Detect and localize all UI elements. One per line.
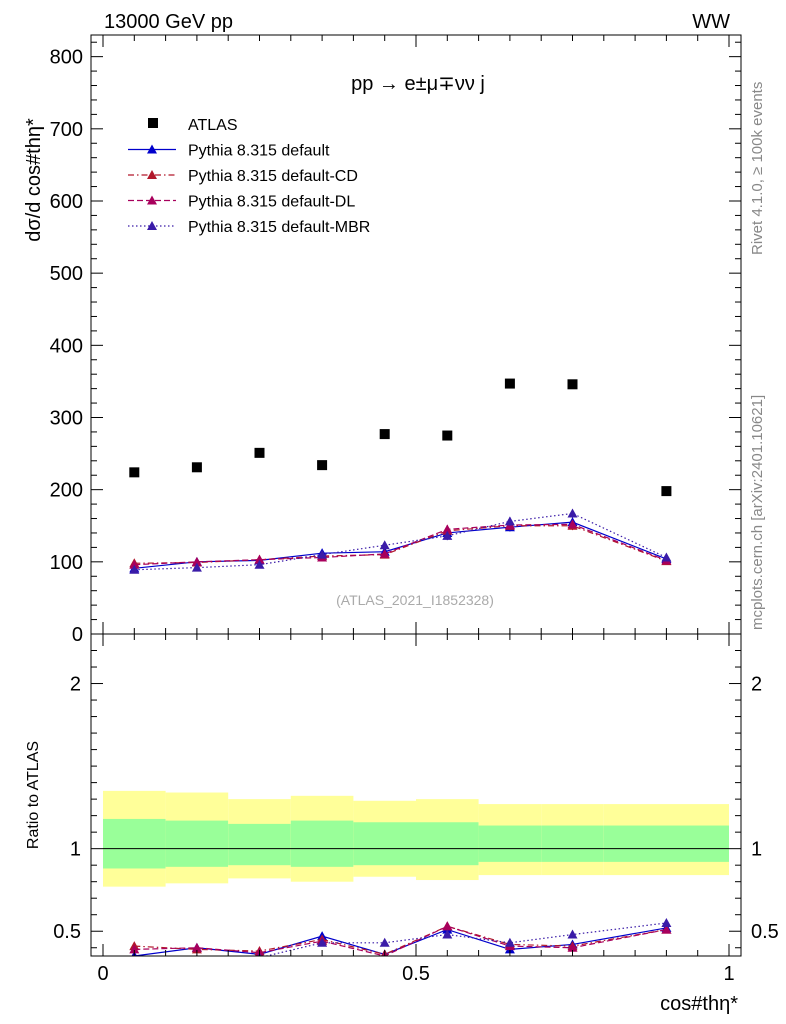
- atlas-data-point: [442, 430, 453, 441]
- mcplots-source-label: mcplots.cern.ch [arXiv:2401.10621]: [749, 395, 766, 630]
- main-panel: 0 100 200 300 400 500 600 700 800 dσ/d cos#thη* pp…: [23, 34, 742, 646]
- ratio-triangle-marker: [379, 937, 390, 947]
- triangle-marker: [191, 562, 202, 572]
- triangle-marker: [191, 556, 202, 566]
- energy-label: 13000 GeV pp: [104, 11, 233, 33]
- process-tag: WW: [692, 11, 730, 33]
- y-tick-label: 300: [50, 407, 83, 429]
- triangle-marker: [567, 508, 578, 518]
- atlas-data-point: [129, 467, 140, 478]
- ratio-triangle-marker: [504, 937, 515, 947]
- x-axis-label: cos#thη*: [660, 993, 738, 1015]
- uncertainty-band-inner: [541, 825, 604, 862]
- ratio-y-tick-label-right: 1: [751, 839, 762, 861]
- ratio-triangle-marker: [661, 917, 672, 927]
- analysis-watermark: (ATLAS_2021_I1852328): [336, 592, 494, 608]
- rivet-version-label: Rivet 4.1.0, ≥ 100k events: [749, 82, 766, 255]
- ratio-panel: 0.5 0.5 1 1 2 2 0 0.5 1 Ratio to ATLAS cos#thη*: [25, 633, 779, 1015]
- legend-label: Pythia 8.315 default: [188, 143, 330, 160]
- triangle-marker: [317, 549, 328, 559]
- atlas-data-point: [254, 447, 265, 458]
- triangle-marker: [254, 559, 265, 569]
- legend-marker: [147, 144, 157, 154]
- y-tick-label: 500: [50, 263, 83, 285]
- y-tick-label: 100: [50, 552, 83, 574]
- y-axis-label: dσ/d cos#thη*: [23, 118, 45, 242]
- atlas-data-point: [504, 378, 515, 389]
- atlas-data-point: [317, 460, 328, 471]
- uncertainty-band-inner: [228, 823, 291, 866]
- uncertainty-band-inner: [416, 822, 479, 866]
- ratio-triangle-marker: [317, 937, 328, 947]
- y-tick-label: 600: [50, 191, 83, 213]
- series-line-pythia-8-315-default: [134, 521, 667, 569]
- y-tick-label: 400: [50, 335, 83, 357]
- atlas-data-point: [661, 486, 672, 497]
- ratio-line-pythia-8-315-default-dl: [134, 925, 667, 956]
- legend: ATLAS Pythia 8.315 default Pythia 8.315 de…: [128, 117, 370, 236]
- y-tick-label: 700: [50, 119, 83, 141]
- ratio-series: [129, 917, 672, 956]
- ratio-triangle-marker: [661, 924, 672, 934]
- legend-marker-atlas: [148, 118, 158, 128]
- triangle-marker: [442, 524, 453, 534]
- triangle-marker: [379, 548, 390, 558]
- x-tick-label: 0.5: [402, 963, 430, 985]
- triangle-marker: [504, 516, 515, 526]
- ratio-triangle-marker: [567, 929, 578, 939]
- x-tick-label: 1: [723, 963, 734, 985]
- atlas-data-point: [191, 462, 202, 473]
- series-line-pythia-8-315-default-cd: [134, 525, 667, 564]
- uncertainty-band-inner: [103, 818, 166, 869]
- y-tick-label: 800: [50, 47, 83, 69]
- chart-title: pp → e±μ∓νν j: [351, 73, 485, 95]
- ratio-y-tick-label: 0.5: [53, 921, 81, 943]
- legend-marker: [147, 170, 157, 179]
- triangle-marker: [442, 530, 453, 540]
- x-tick-label: 0: [97, 963, 108, 985]
- atlas-data-point: [567, 379, 578, 390]
- uncertainty-band-inner: [478, 825, 542, 862]
- ratio-y-axis-label: Ratio to ATLAS: [25, 741, 42, 849]
- series-line-pythia-8-315-default-dl: [134, 523, 667, 566]
- ratio-y-tick-label-right: 0.5: [751, 921, 779, 943]
- legend-label: Pythia 8.315 default-MBR: [188, 219, 370, 236]
- legend-marker: [147, 221, 157, 230]
- legend-label: Pythia 8.315 default-DL: [188, 194, 355, 211]
- triangle-marker: [254, 554, 265, 564]
- y-tick-label: 0: [72, 624, 83, 646]
- ratio-triangle-marker: [567, 942, 578, 952]
- ratio-triangle-marker: [129, 944, 140, 954]
- legend-label: ATLAS: [188, 117, 238, 134]
- ratio-y-tick-label: 1: [70, 839, 81, 861]
- atlas-data-point: [379, 429, 390, 440]
- triangle-marker: [661, 552, 672, 562]
- ratio-triangle-marker: [191, 942, 202, 952]
- uncertainty-band-inner: [290, 820, 354, 867]
- triangle-marker: [567, 519, 578, 529]
- ratio-triangle-marker: [442, 921, 453, 931]
- ratio-line-pythia-8-315-default-mbr: [263, 922, 667, 956]
- legend-marker: [147, 195, 157, 205]
- y-tick-label: 200: [50, 480, 83, 502]
- triangle-marker: [379, 540, 390, 550]
- triangle-marker: [129, 564, 140, 574]
- ratio-y-tick-label-right: 2: [751, 674, 762, 696]
- ratio-y-tick-label: 2: [70, 674, 81, 696]
- uncertainty-band-inner: [165, 820, 229, 867]
- uncertainty-band-inner: [353, 822, 416, 866]
- legend-label: Pythia 8.315 default-CD: [188, 168, 358, 185]
- ratio-line-pythia-8-315-default: [134, 927, 667, 956]
- ratio-triangle-marker: [442, 929, 453, 939]
- triangle-marker: [129, 559, 140, 569]
- uncertainty-band-inner: [603, 825, 729, 862]
